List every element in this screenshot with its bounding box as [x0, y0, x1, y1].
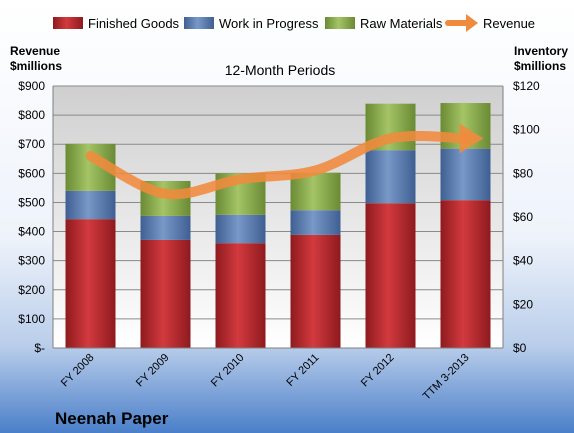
- left-tick-label: $800: [18, 108, 45, 122]
- bar-finished-goods: [440, 200, 491, 348]
- left-tick-label: $400: [18, 225, 45, 239]
- legend-swatch-raw-materials: [325, 17, 355, 29]
- right-tick-label: $100: [513, 123, 540, 137]
- legend-label-revenue: Revenue: [483, 16, 535, 31]
- left-tick-label: $600: [18, 166, 45, 180]
- legend-swatch-work-in-progress: [184, 17, 214, 29]
- right-tick-label: $0: [513, 341, 527, 355]
- right-tick-label: $120: [513, 79, 540, 93]
- right-tick-label: $80: [513, 166, 533, 180]
- bar-finished-goods: [140, 239, 191, 348]
- right-tick-label: $20: [513, 297, 533, 311]
- legend: Finished Goods Work in Progress Raw Mate…: [53, 14, 535, 32]
- company-name: Neenah Paper: [55, 409, 169, 428]
- legend-label-work-in-progress: Work in Progress: [219, 16, 319, 31]
- revenue-line: [85, 131, 471, 200]
- left-tick-label: $900: [18, 79, 45, 93]
- legend-label-raw-materials: Raw Materials: [360, 16, 443, 31]
- legend-swatch-finished-goods: [53, 17, 83, 29]
- plot-area: [53, 86, 503, 348]
- revenue-line-layer: [85, 123, 484, 200]
- bar-work-in-progress: [365, 150, 416, 204]
- right-tick-label: $60: [513, 210, 533, 224]
- bar-finished-goods: [290, 234, 341, 348]
- bar-work-in-progress: [140, 215, 191, 240]
- grid-lines: [53, 85, 503, 349]
- left-tick-label: $500: [18, 195, 45, 209]
- right-tick-label: $40: [513, 254, 533, 268]
- bar-finished-goods: [65, 219, 116, 348]
- bar-work-in-progress: [215, 214, 266, 244]
- bar-raw-materials: [290, 172, 341, 211]
- left-axis-label-line1: Revenue: [10, 44, 60, 58]
- legend-label-finished-goods: Finished Goods: [88, 16, 180, 31]
- left-tick-label: $-: [34, 341, 45, 355]
- legend-revenue-arrowhead: [466, 14, 478, 32]
- bar-finished-goods: [365, 203, 416, 348]
- chart-title: 12-Month Periods: [225, 62, 336, 78]
- bar-work-in-progress: [440, 148, 491, 201]
- right-axis-label-line1: Inventory: [514, 44, 568, 58]
- left-tick-label: $200: [18, 283, 45, 297]
- revenue-arrowhead: [459, 123, 484, 154]
- bars-layer: [65, 103, 491, 348]
- bar-work-in-progress: [290, 210, 341, 235]
- left-tick-label: $300: [18, 254, 45, 268]
- left-tick-label: $100: [18, 312, 45, 326]
- bar-finished-goods: [215, 243, 266, 348]
- bar-work-in-progress: [65, 190, 116, 220]
- right-axis-label-line2: $millions: [514, 59, 566, 73]
- left-axis-label-line2: $millions: [10, 59, 62, 73]
- left-tick-label: $700: [18, 137, 45, 151]
